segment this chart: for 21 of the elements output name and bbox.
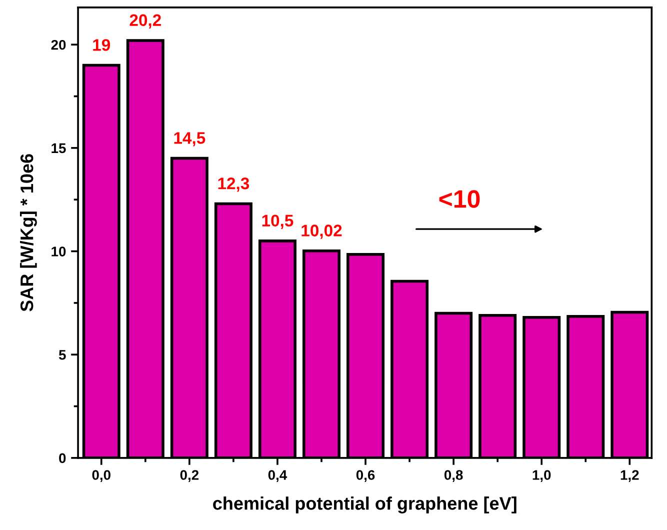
x-tick-label: 0,6 xyxy=(356,470,375,482)
data-label: 12,3 xyxy=(218,178,250,192)
y-tick-label: 10 xyxy=(52,246,66,256)
y-axis-title: SAR [W/Kg] * 10e6 xyxy=(20,154,37,312)
y-tick-label: 20 xyxy=(51,40,66,50)
x-axis-title: chemical potential of graphene [eV] xyxy=(213,496,516,514)
x-tick-label: 0,8 xyxy=(444,470,463,482)
x-tick-label: 1,2 xyxy=(620,470,639,482)
data-label: 10,02 xyxy=(302,224,342,239)
y-tick-label: 15 xyxy=(52,143,66,154)
x-tick-label: 0,0 xyxy=(92,470,110,482)
y-tick-label: 5 xyxy=(58,350,66,360)
data-label: 14,5 xyxy=(174,132,206,146)
x-tick-label: 0,4 xyxy=(268,470,288,482)
x-tick-label: 0,2 xyxy=(180,470,199,482)
x-tick-label: 1,0 xyxy=(532,470,551,482)
y-tick-label: 0 xyxy=(59,453,66,464)
annotation: <10 xyxy=(439,190,480,208)
data-label: 19 xyxy=(93,39,110,51)
data-label: 10,5 xyxy=(262,214,294,229)
data-label: 20,2 xyxy=(130,14,161,28)
